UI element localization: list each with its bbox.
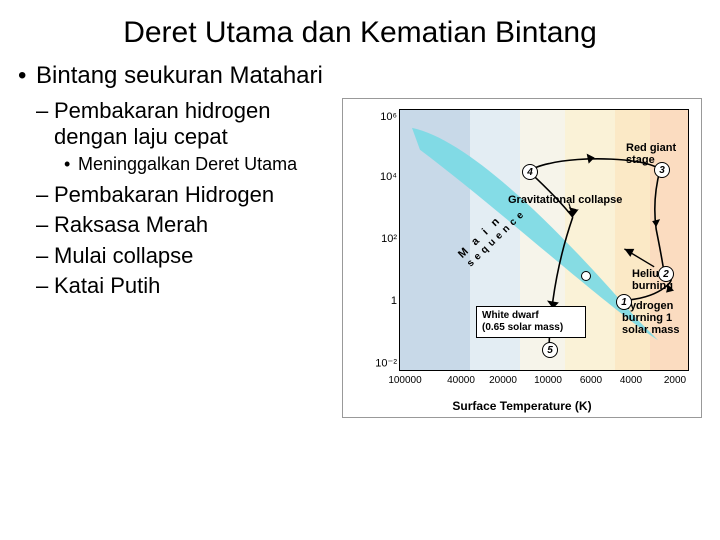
- y-tick: 10⁶: [380, 111, 397, 123]
- content-row: Bintang seukuran Matahari Pembakaran hid…: [0, 62, 720, 418]
- arrow-icon: [587, 154, 595, 164]
- node-4: 4: [522, 164, 538, 180]
- bullet-l2-c: Raksasa Merah: [18, 212, 336, 238]
- anno-red-giant: Red giant stage: [626, 142, 686, 166]
- bullet-l2-b: Pembakaran Hidrogen: [18, 182, 336, 208]
- x-tick: 20000: [489, 375, 517, 386]
- y-tick: 10⁻²: [375, 357, 397, 370]
- node-3: 3: [654, 162, 670, 178]
- chart-column: Energy Output (Sun = 1) Surface Temperat…: [336, 62, 702, 418]
- node-1: 1: [616, 294, 632, 310]
- y-tick: 10²: [381, 233, 397, 245]
- node-5: 5: [542, 342, 558, 358]
- white-dwarf-box: White dwarf(0.65 solar mass): [476, 306, 586, 338]
- plot-area: Red giant stage Gravitational collapse M…: [399, 109, 689, 371]
- y-tick: 1: [391, 295, 397, 307]
- bullet-l2-e: Katai Putih: [18, 273, 336, 299]
- x-tick: 100000: [388, 375, 421, 386]
- page-title: Deret Utama dan Kematian Bintang: [0, 0, 720, 62]
- arrow-icon: [624, 249, 634, 257]
- x-tick: 40000: [447, 375, 475, 386]
- x-axis-label: Surface Temperature (K): [452, 399, 591, 413]
- bullet-l2-a: Pembakaran hidrogen dengan laju cepat: [18, 98, 336, 151]
- bullet-l3-a: Meninggalkan Deret Utama: [18, 154, 336, 176]
- bullet-l1: Bintang seukuran Matahari: [18, 62, 336, 90]
- y-tick: 10⁴: [380, 171, 397, 183]
- x-tick: 2000: [664, 375, 686, 386]
- hr-diagram: Energy Output (Sun = 1) Surface Temperat…: [342, 98, 702, 418]
- node-2: 2: [658, 266, 674, 282]
- sun-marker: [581, 271, 591, 281]
- x-tick: 6000: [580, 375, 602, 386]
- x-tick: 4000: [620, 375, 642, 386]
- arrow-icon: [652, 219, 660, 227]
- x-tick: 10000: [534, 375, 562, 386]
- anno-hydrogen: Hydrogen burning 1 solar mass: [622, 300, 689, 336]
- bullet-column: Bintang seukuran Matahari Pembakaran hid…: [18, 62, 336, 418]
- bullet-l2-d: Mulai collapse: [18, 243, 336, 269]
